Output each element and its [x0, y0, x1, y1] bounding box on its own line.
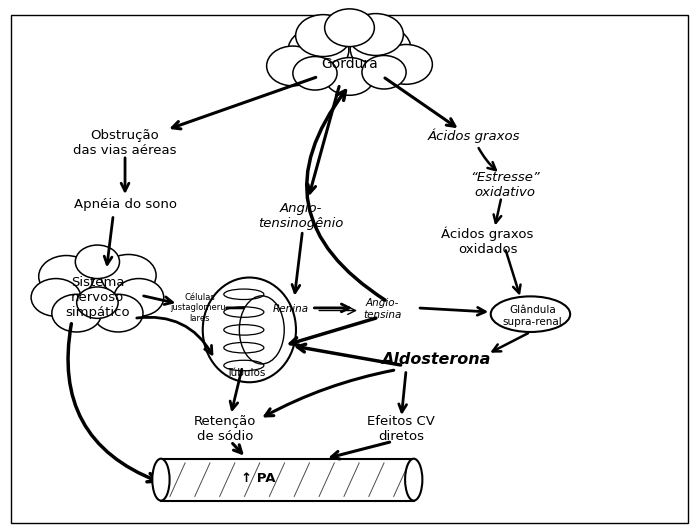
Circle shape — [380, 45, 433, 84]
Circle shape — [293, 56, 337, 90]
Ellipse shape — [152, 459, 170, 501]
Text: Renina: Renina — [273, 304, 309, 314]
Circle shape — [77, 287, 118, 318]
Text: Ácidos graxos: Ácidos graxos — [428, 129, 520, 144]
Text: Glândula
supra-renal: Glândula supra-renal — [503, 305, 563, 327]
Ellipse shape — [239, 296, 284, 364]
Text: Gordura: Gordura — [321, 57, 378, 71]
Circle shape — [31, 279, 81, 316]
Circle shape — [324, 57, 375, 95]
Circle shape — [288, 27, 349, 73]
Circle shape — [114, 279, 164, 316]
Text: Retenção
de sódio: Retenção de sódio — [194, 415, 257, 443]
Text: Ácidos graxos
oxidados: Ácidos graxos oxidados — [442, 226, 534, 255]
Circle shape — [350, 26, 411, 72]
FancyBboxPatch shape — [161, 459, 414, 501]
Text: Angio-
tensinogênio: Angio- tensinogênio — [259, 202, 344, 230]
Circle shape — [266, 46, 319, 86]
Circle shape — [64, 259, 131, 310]
Text: Efeitos CV
diretos: Efeitos CV diretos — [368, 415, 435, 443]
Ellipse shape — [491, 296, 570, 332]
Circle shape — [52, 294, 101, 332]
Text: Túbulos: Túbulos — [226, 368, 266, 378]
Text: Apnéia do sono: Apnéia do sono — [73, 198, 177, 211]
Text: Aldosterona: Aldosterona — [381, 352, 491, 367]
Text: Sistema
nervoso
simpático: Sistema nervoso simpático — [65, 276, 130, 319]
Circle shape — [362, 55, 406, 89]
Circle shape — [348, 14, 403, 55]
Text: Obstrução
das vias aéreas: Obstrução das vias aéreas — [73, 129, 177, 157]
Ellipse shape — [203, 278, 296, 383]
Circle shape — [324, 9, 375, 47]
Text: ↑ PA: ↑ PA — [241, 472, 275, 485]
Circle shape — [38, 255, 94, 297]
Text: Angio-
tensina: Angio- tensina — [363, 298, 402, 320]
Text: Células
justaglomeru-
lares: Células justaglomeru- lares — [171, 293, 229, 323]
Circle shape — [314, 35, 385, 89]
Ellipse shape — [405, 459, 422, 501]
Circle shape — [75, 245, 120, 279]
Circle shape — [296, 15, 351, 56]
Text: “Estresse”
oxidativo: “Estresse” oxidativo — [470, 171, 540, 199]
Circle shape — [101, 254, 156, 296]
Circle shape — [93, 294, 143, 332]
